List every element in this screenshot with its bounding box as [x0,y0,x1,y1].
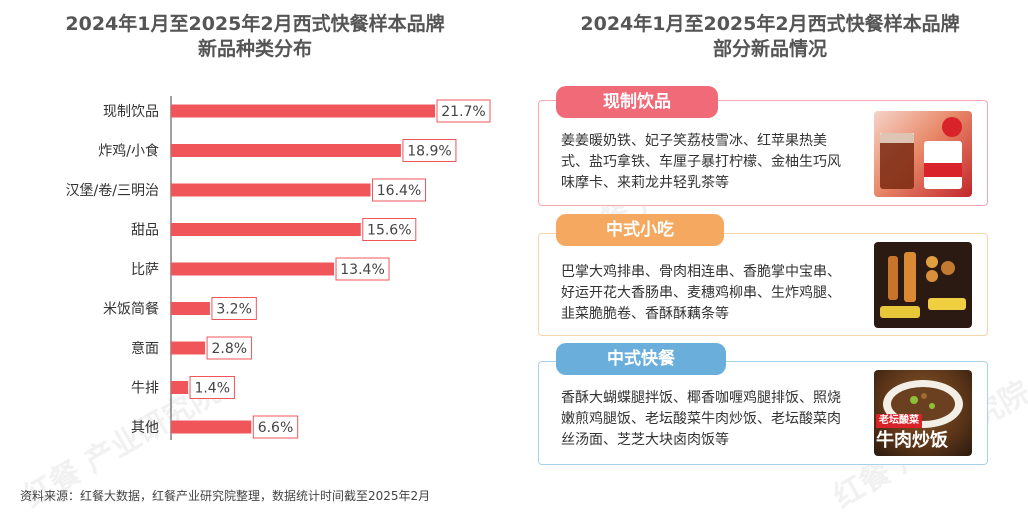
card-chinese-fastfood: 香酥大蝴蝶腿拌饭、椰香咖喱鸡腿排饭、照烧嫩煎鸡腿饭、老坛酸菜牛肉炒饭、老坛酸菜肉… [538,361,988,465]
category-tick-label: 比萨 [131,262,159,278]
value-label: 1.4% [194,381,230,397]
left-chart-title: 2024年1月至2025年2月西式快餐样本品牌 新品种类分布 [20,12,490,62]
value-label-box [402,139,457,162]
category-tick-label: 意面 [131,340,159,357]
value-label-box [372,178,427,202]
category-tick-label: 甜品 [131,223,159,239]
value-label: 6.6% [258,420,294,436]
card-chinese-snacks: 巴掌大鸡排串、骨肉相连串、香脆掌中宝串、好运开花大香肠串、麦穗鸡柳串、生炸鸡腿、… [538,233,988,336]
card-beverages-text: 姜姜暖奶铁、妃子笑荔枝雪冰、红苹果热美式、盐巧拿铁、车厘子暴打柠檬、金柚生巧风味… [561,133,841,191]
photo-tag-label: 老坛酸菜 [876,414,922,428]
pill-chinese-snacks: 中式小吃 [556,214,724,246]
card-beverages: 姜姜暖奶铁、妃子笑荔枝雪冰、红苹果热美式、盐巧拿铁、车厘子暴打柠檬、金柚生巧风味… [538,100,988,206]
bar [171,420,252,434]
card-chinese-snacks-text: 巴掌大鸡排串、骨肉相连串、香脆掌中宝串、好运开花大香肠串、麦穗鸡柳串、生炸鸡腿、… [561,264,841,322]
value-label: 13.4% [340,262,384,278]
value-label-box [189,376,235,399]
value-label: 16.4% [377,183,421,199]
right-title-line2: 部分新品情况 [712,38,827,60]
bar [171,302,210,315]
value-label-box [436,99,491,123]
pill-chinese-fastfood: 中式快餐 [556,343,726,375]
value-label: 18.9% [407,144,451,160]
photo-caption-label: 牛肉炒饭 [876,430,948,451]
bar [171,144,401,157]
beef-fried-rice-image: 老坛酸菜 牛肉炒饭 [874,370,972,456]
category-tick-label: 其他 [131,420,159,436]
bar [171,183,371,197]
kfc-drink-cups-image [874,111,972,197]
bar [171,104,435,118]
category-tick-label: 米饭简餐 [103,301,159,318]
right-panel-title: 2024年1月至2025年2月西式快餐样本品牌 部分新品情况 [535,12,1005,62]
category-bar-chart: 现制饮品 21.7% 炸鸡/小食 18.9% 汉堡/卷/三明治 16.4% 甜品 15.6% 比… [66,96,491,440]
bar [171,381,189,394]
category-tick-label: 汉堡/卷/三明治 [66,183,159,199]
category-tick-label: 现制饮品 [103,104,159,120]
value-label: 2.8% [211,341,247,357]
skewer-snacks-image [874,242,972,328]
right-title-line1: 2024年1月至2025年2月西式快餐样本品牌 [580,13,960,35]
card-chinese-fastfood-text: 香酥大蝴蝶腿拌饭、椰香咖喱鸡腿排饭、照烧嫩煎鸡腿饭、老坛酸菜牛肉炒饭、老坛酸菜肉… [561,390,841,448]
value-label-box [206,336,252,360]
category-tick-label: 炸鸡/小食 [98,143,159,160]
bar [171,262,335,276]
bar [171,341,206,355]
value-label: 21.7% [441,104,485,120]
value-label: 3.2% [216,302,252,318]
value-label-box [335,257,390,281]
data-source-note: 资料来源：红餐大数据，红餐产业研究院整理，数据统计时间截至2025年2月 [20,489,431,503]
left-title-line1: 2024年1月至2025年2月西式快餐样本品牌 [65,13,445,35]
bar [171,223,361,236]
value-label: 15.6% [367,223,411,239]
pill-beverages: 现制饮品 [556,86,718,118]
value-label-box [362,218,417,241]
left-title-line2: 新品种类分布 [197,38,312,60]
value-label-box [252,415,299,439]
category-tick-label: 牛排 [131,381,159,397]
value-label-box [211,297,257,320]
